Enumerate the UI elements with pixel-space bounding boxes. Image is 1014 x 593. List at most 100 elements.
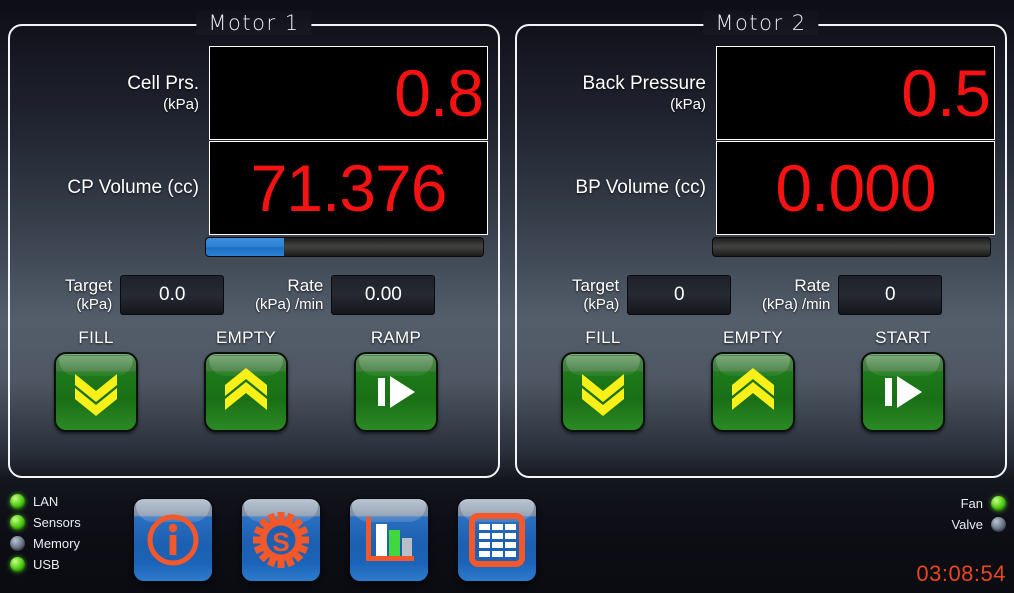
readout-label-cp-volume: CP Volume (cc) [67,176,209,200]
fan-label: Fan [960,496,983,511]
action-label-fill-motor-1: FILL [78,328,114,347]
bar-chart-icon [366,517,414,561]
chart-button[interactable] [349,498,429,582]
field-target-motor-2: Target (kPa) 0 [572,275,732,315]
rate-value-motor-2: 0 [885,284,896,305]
status-row-fan: Fan [896,493,1006,514]
action-label-empty-motor-1: EMPTY [215,328,277,347]
status-indicators-left: LAN Sensors Memory USB [10,491,81,575]
lcd-bp-volume-value: 0.000 [775,151,936,225]
info-icon [147,514,199,566]
memory-led-icon [10,536,25,551]
rate-label-unit: (kPa) /min [762,296,831,314]
play-bar-icon [378,376,415,408]
rate-label-text: Rate [287,275,324,295]
target-value-motor-1: 0.0 [159,284,186,305]
status-row-memory: Memory [10,533,81,554]
sensors-label: Sensors [33,515,81,530]
action-label-empty-motor-2: EMPTY [722,328,784,347]
panel-motor-2: Motor 2 Back Pressure (kPa) 0.5 BP Volum… [515,11,1007,478]
lan-label: LAN [33,494,59,509]
status-indicators-right: Fan Valve [896,493,1006,535]
keypad-button[interactable] [457,498,537,582]
field-rate-motor-1: Rate (kPa) /min 0.00 [255,275,436,315]
action-empty-motor-1: EMPTY [204,328,288,432]
status-row-valve: Valve [896,514,1006,535]
rate-input-motor-1[interactable]: 0.00 [331,275,436,315]
back-pressure-name: Back Pressure [582,72,706,94]
valve-led-icon [991,517,1006,532]
lcd-back-pressure[interactable]: 0.5 [716,46,995,140]
rate-label-unit: (kPa) /min [255,296,324,314]
readout-cp-volume: CP Volume (cc) 71.376 [8,141,488,235]
settings-button[interactable]: S [241,498,321,582]
readout-cell-pressure: Cell Prs. (kPa) 0.8 [8,46,488,140]
readout-label-back-pressure: Back Pressure (kPa) [582,72,716,115]
action-label-start-motor-2: START [875,328,931,347]
empty-button-motor-1[interactable] [204,352,288,432]
lan-led-icon [10,494,25,509]
info-button[interactable] [133,498,213,582]
lcd-back-pressure-value: 0.5 [901,56,991,130]
progress-bar-cp-volume [205,237,484,257]
action-label-fill-motor-2: FILL [585,328,621,347]
double-chevron-down-icon [582,374,624,416]
ramp-button-motor-1[interactable] [354,352,438,432]
bp-volume-name: BP Volume (cc) [575,177,706,199]
lcd-bp-volume[interactable]: 0.000 [716,141,995,235]
target-value-motor-2: 0 [673,284,685,305]
panel-motor-1: Motor 1 Cell Prs. (kPa) 0.8 CP Volume (c… [8,11,500,478]
action-fill-motor-2: FILL [561,328,645,432]
target-label-text: Target [572,275,620,295]
field-label-target: Target (kPa) [65,276,120,314]
double-chevron-up-icon [732,368,774,410]
readout-bp-volume: BP Volume (cc) 0.000 [515,141,995,235]
readout-label-bp-volume: BP Volume (cc) [575,176,716,200]
rate-label-text: Rate [794,275,831,295]
target-label-unit: (kPa) [76,296,113,314]
field-label-rate: Rate (kPa) /min [255,276,331,314]
progress-bar-fill [206,238,284,256]
readout-label-cell-pressure: Cell Prs. (kPa) [127,72,209,115]
lcd-cp-volume[interactable]: 71.376 [209,141,488,235]
panel-title-motor-1: Motor 1 [196,11,312,35]
gear-s-icon: S [253,512,309,568]
usb-led-icon [10,557,25,572]
lcd-cell-pressure-value: 0.8 [394,56,484,130]
valve-label: Valve [951,517,983,532]
memory-label: Memory [33,536,80,551]
lcd-cell-pressure[interactable]: 0.8 [209,46,488,140]
lcd-cp-volume-value: 71.376 [250,151,448,225]
action-empty-motor-2: EMPTY [711,328,795,432]
empty-button-motor-2[interactable] [711,352,795,432]
keypad-icon [469,513,525,567]
double-chevron-up-icon [225,368,267,410]
target-input-motor-1[interactable]: 0.0 [120,275,225,315]
field-label-target: Target (kPa) [572,276,627,314]
field-label-rate: Rate (kPa) /min [762,276,838,314]
fan-led-icon [991,496,1006,511]
rate-input-motor-2[interactable]: 0 [838,275,943,315]
cell-pressure-name: Cell Prs. [127,72,199,94]
field-target-motor-1: Target (kPa) 0.0 [65,275,225,315]
svg-text:S: S [272,527,289,557]
fill-button-motor-1[interactable] [54,352,138,432]
status-row-usb: USB [10,554,81,575]
start-button-motor-2[interactable] [861,352,945,432]
fill-button-motor-2[interactable] [561,352,645,432]
target-input-motor-2[interactable]: 0 [627,275,732,315]
field-rate-motor-2: Rate (kPa) /min 0 [762,275,943,315]
action-ramp-motor-1: RAMP [354,328,438,432]
status-row-sensors: Sensors [10,512,81,533]
target-label-text: Target [65,275,113,295]
target-label-unit: (kPa) [583,296,620,314]
action-fill-motor-1: FILL [54,328,138,432]
clock: 03:08:54 [916,561,1006,586]
rate-value-motor-1: 0.00 [364,284,402,305]
double-chevron-down-icon [75,374,117,416]
status-row-lan: LAN [10,491,81,512]
panel-title-motor-2: Motor 2 [703,11,819,35]
readout-back-pressure: Back Pressure (kPa) 0.5 [515,46,995,140]
usb-label: USB [33,557,60,572]
